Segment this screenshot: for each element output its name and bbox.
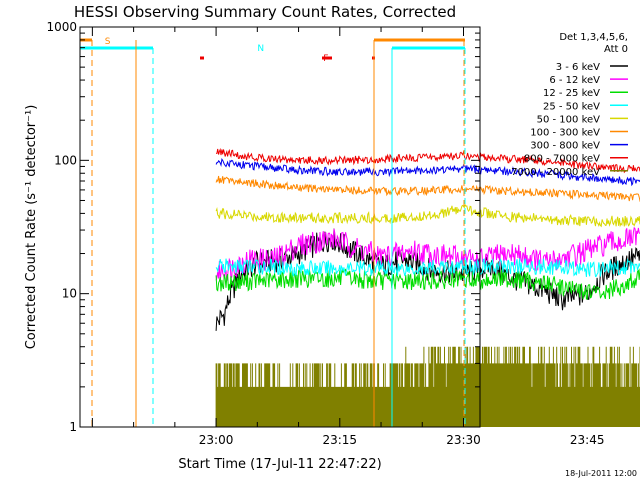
mode-overlay-group: S N F: [79, 37, 466, 427]
legend-label: 12 - 25 keV: [543, 88, 600, 99]
mode-annotation: N: [257, 44, 264, 54]
timestamp: 18-Jul-2011 12:00: [565, 469, 637, 478]
legend-title: Att 0: [604, 44, 628, 55]
legend-label: 6 - 12 keV: [549, 75, 600, 86]
legend-title: Det 1,3,4,5,6,: [559, 32, 628, 43]
legend-label: 3 - 6 keV: [556, 62, 600, 73]
y-tick-label: 10: [62, 287, 77, 301]
mode-annotation: F: [323, 54, 328, 64]
x-axis-label: Start Time (17-Jul-11 22:47:22): [178, 457, 381, 472]
series-line: [215, 203, 640, 228]
legend-label: 800 - 7000 keV: [524, 154, 600, 165]
x-tick-label: 23:30: [446, 433, 481, 447]
legend-label: 100 - 300 keV: [530, 128, 600, 139]
series-line: [215, 175, 640, 203]
y-tick-label: 1000: [46, 20, 77, 34]
legend: Det 1,3,4,5,6,Att 0 3 - 6 keV 6 - 12 keV 12…: [511, 32, 628, 178]
plot-frame: [79, 26, 481, 428]
x-tick-label: 23:15: [322, 433, 357, 447]
series-line: [215, 228, 640, 331]
legend-label: 7000 - 20000 keV: [511, 167, 600, 178]
chart-title: HESSI Observing Summary Count Rates, Cor…: [74, 3, 456, 21]
mode-annotation: S: [105, 37, 111, 47]
y-tick-label: 100: [54, 153, 77, 167]
x-tick-label: 23:45: [570, 433, 605, 447]
y-tick-label: 1: [69, 420, 77, 434]
y-axis-label: Corrected Count Rate (s⁻¹ detector⁻¹): [24, 105, 39, 350]
legend-label: 300 - 800 keV: [530, 141, 600, 152]
x-tick-label: 23:00: [199, 433, 234, 447]
series-line: [215, 346, 640, 427]
legend-label: 25 - 50 keV: [543, 101, 600, 112]
legend-label: 50 - 100 keV: [537, 114, 601, 125]
series-group: [215, 147, 640, 427]
